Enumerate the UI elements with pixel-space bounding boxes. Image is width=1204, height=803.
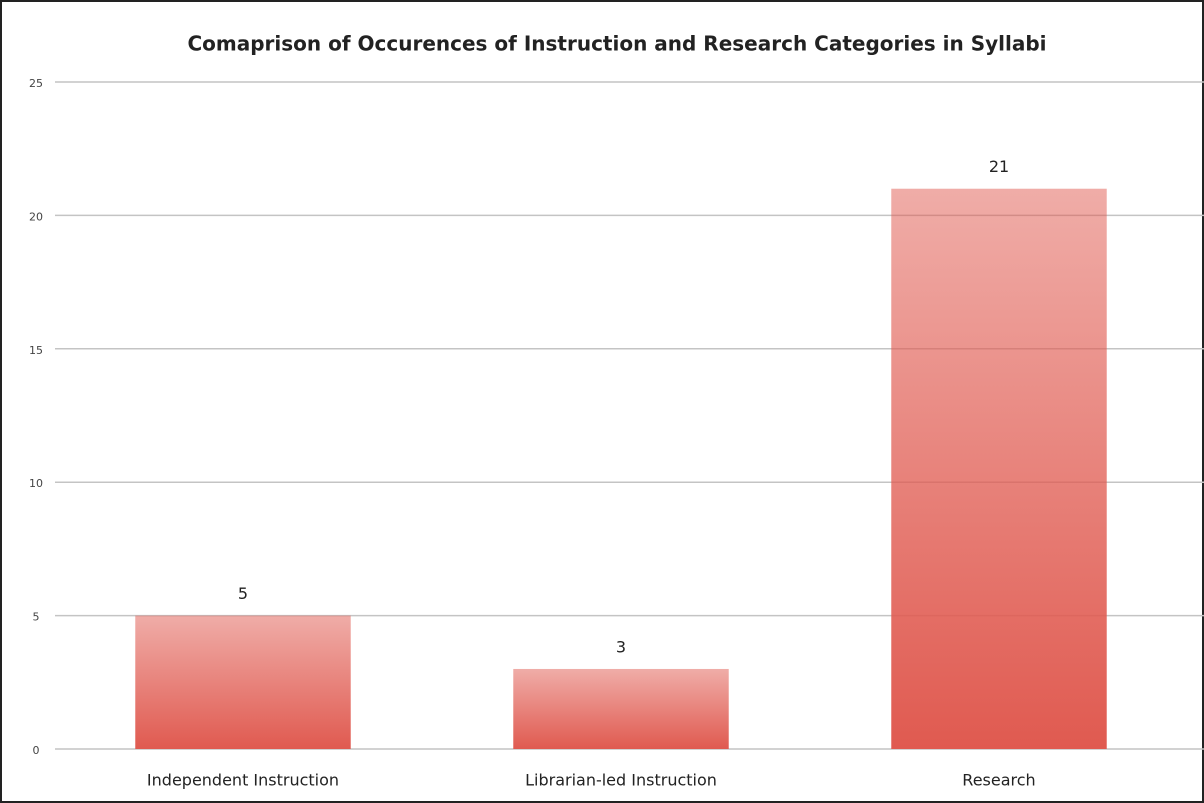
data-label: 21 — [989, 157, 1009, 176]
chart-title: Comaprison of Occurences of Instruction … — [187, 32, 1046, 56]
data-label: 3 — [616, 637, 626, 656]
x-tick-label: Research — [962, 771, 1035, 790]
data-label: 5 — [238, 584, 248, 603]
bar — [513, 668, 729, 749]
y-tick-label: 5 — [33, 611, 40, 624]
bar — [135, 615, 351, 749]
x-tick-label: Librarian-led Instruction — [525, 771, 717, 790]
x-tick-label: Independent Instruction — [147, 771, 339, 790]
y-tick-label: 25 — [29, 77, 43, 90]
y-tick-label: 20 — [29, 210, 43, 223]
bar — [891, 188, 1107, 750]
y-tick-label: 10 — [29, 477, 43, 490]
y-tick-label: 0 — [33, 744, 40, 757]
y-tick-label: 15 — [29, 344, 43, 357]
